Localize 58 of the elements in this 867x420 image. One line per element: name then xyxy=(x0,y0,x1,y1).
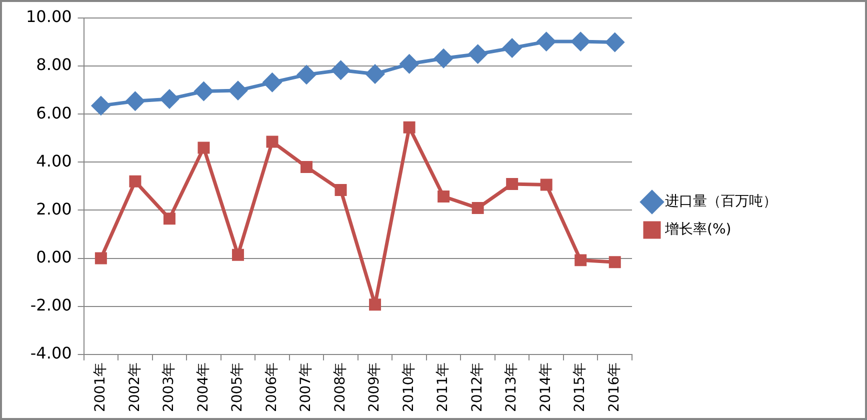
y-tick-label: 6.00 xyxy=(36,103,72,122)
point xyxy=(608,256,621,268)
point xyxy=(472,202,484,214)
x-tick-label: 2005年 xyxy=(230,362,246,412)
point xyxy=(400,54,419,74)
y-tick-label: 10.00 xyxy=(26,7,72,26)
y-tick-label: -4.00 xyxy=(30,344,72,363)
x-tick-label: 2007年 xyxy=(298,362,314,412)
point xyxy=(297,65,316,84)
point xyxy=(266,136,278,148)
point xyxy=(92,96,110,115)
point xyxy=(606,33,624,52)
point xyxy=(163,212,176,225)
x-tick-label: 2006年 xyxy=(264,362,280,412)
point xyxy=(334,184,347,196)
point xyxy=(468,44,488,64)
y-tick-label: 2.00 xyxy=(36,199,72,218)
point xyxy=(194,82,213,101)
point xyxy=(366,64,384,84)
point xyxy=(540,178,552,191)
point xyxy=(198,142,210,154)
y-tick-label: 0.00 xyxy=(36,247,72,266)
x-tick-label: 2013年 xyxy=(504,362,520,412)
x-tick-label: 2012年 xyxy=(469,362,486,412)
x-tick-label: 2010年 xyxy=(400,362,417,412)
x-tick-label: 2016年 xyxy=(606,362,623,412)
legend-label: 进口量（百万吨） xyxy=(665,194,777,210)
legend-label: 增长率(%) xyxy=(664,222,732,238)
point xyxy=(438,190,450,203)
point xyxy=(369,298,382,311)
x-tick-label: 2001年 xyxy=(92,362,109,412)
point xyxy=(332,60,350,80)
point xyxy=(126,92,144,110)
x-tick-label: 2009年 xyxy=(366,362,383,412)
point xyxy=(537,32,556,51)
point xyxy=(571,32,590,51)
point xyxy=(403,121,416,134)
point xyxy=(434,49,453,68)
point xyxy=(228,81,248,100)
point xyxy=(160,90,179,108)
x-tick-label: 2003年 xyxy=(161,362,178,412)
point xyxy=(262,73,282,92)
y-tick-label: 8.00 xyxy=(36,55,72,74)
y-tick-label: 4.00 xyxy=(36,151,72,170)
x-tick-label: 2011年 xyxy=(435,362,452,412)
x-tick-label: 2002年 xyxy=(126,362,143,412)
x-tick-label: 2014年 xyxy=(538,362,554,412)
point xyxy=(300,160,312,173)
point xyxy=(129,175,142,188)
point xyxy=(574,254,587,266)
point xyxy=(232,248,244,261)
y-tick-label: -2.00 xyxy=(30,295,72,314)
x-tick-label: 2008年 xyxy=(332,362,348,412)
point xyxy=(506,178,518,190)
x-tick-label: 2015年 xyxy=(572,362,588,412)
point xyxy=(94,252,107,264)
x-tick-label: 2004年 xyxy=(195,362,212,412)
point xyxy=(502,38,522,58)
